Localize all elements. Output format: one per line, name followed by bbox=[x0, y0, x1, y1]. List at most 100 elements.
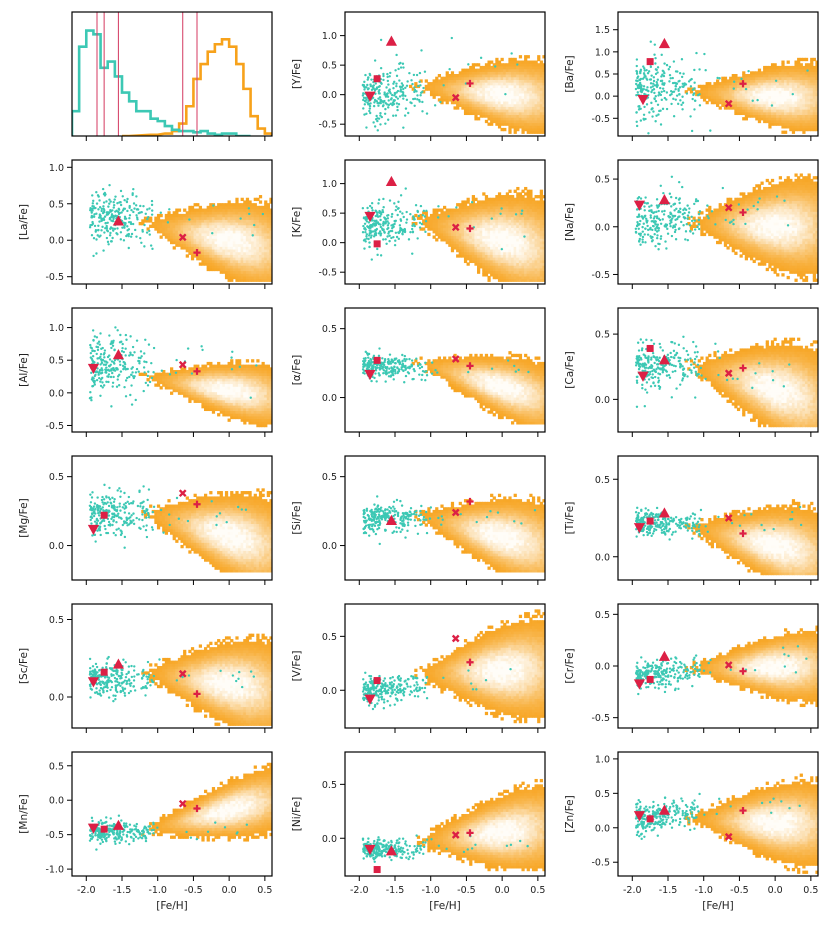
halo-star-point bbox=[149, 233, 151, 235]
halo-star-point bbox=[415, 204, 417, 206]
y-tick-label: 1.5 bbox=[595, 25, 610, 36]
halo-star-point bbox=[771, 104, 773, 106]
halo-star-point bbox=[380, 232, 382, 234]
halo-star-point bbox=[378, 199, 380, 201]
halo-star-point bbox=[381, 116, 383, 118]
halo-star-point bbox=[420, 92, 422, 94]
halo-star-point bbox=[109, 228, 111, 230]
halo-star-point bbox=[394, 244, 396, 246]
halo-star-point bbox=[416, 98, 418, 100]
halo-star-point bbox=[98, 236, 100, 238]
halo-star-point bbox=[92, 255, 94, 257]
halo-star-point bbox=[136, 218, 138, 220]
halo-star-point bbox=[670, 103, 672, 105]
halo-star-point bbox=[362, 207, 364, 209]
halo-star-point bbox=[635, 94, 637, 96]
halo-star-point bbox=[118, 208, 120, 210]
halo-star-point bbox=[650, 41, 652, 43]
halo-star-point bbox=[363, 84, 365, 86]
halo-star-point bbox=[656, 81, 658, 83]
halo-star-point bbox=[640, 78, 642, 80]
halo-star-point bbox=[393, 223, 395, 225]
halo-star-point bbox=[109, 234, 111, 236]
halo-star-point bbox=[395, 85, 397, 87]
disk-density-cell bbox=[527, 55, 530, 58]
halo-star-point bbox=[151, 204, 153, 206]
halo-star-point bbox=[379, 219, 381, 221]
halo-star-point bbox=[409, 213, 411, 215]
halo-star-point bbox=[677, 90, 679, 92]
halo-star-point bbox=[480, 57, 482, 59]
halo-star-point bbox=[792, 93, 794, 95]
halo-star-point bbox=[384, 108, 386, 110]
panel-kfe: -0.50.00.51.0[K/Fe] bbox=[291, 160, 546, 289]
halo-star-point bbox=[394, 69, 396, 71]
halo-star-point bbox=[693, 92, 695, 94]
halo-star-point bbox=[471, 201, 473, 203]
halo-star-point bbox=[168, 208, 170, 210]
halo-star-point bbox=[643, 118, 645, 120]
halo-star-point bbox=[391, 216, 393, 218]
halo-star-point bbox=[379, 112, 381, 114]
halo-star-point bbox=[400, 66, 402, 68]
halo-star-point bbox=[116, 202, 118, 204]
halo-star-point bbox=[387, 83, 389, 85]
halo-star-point bbox=[126, 225, 128, 227]
halo-star-point bbox=[504, 93, 506, 95]
halo-star-point bbox=[657, 94, 659, 96]
halo-star-point bbox=[89, 224, 91, 226]
halo-star-point bbox=[99, 206, 101, 208]
halo-star-point bbox=[95, 230, 97, 232]
halo-star-point bbox=[108, 184, 110, 186]
halo-star-point bbox=[108, 203, 110, 205]
halo-star-point bbox=[676, 94, 678, 96]
halo-star-point bbox=[150, 244, 152, 246]
halo-star-point bbox=[402, 126, 404, 128]
halo-star-point bbox=[364, 74, 366, 76]
halo-star-point bbox=[100, 229, 102, 231]
halo-star-point bbox=[103, 201, 105, 203]
halo-star-point bbox=[384, 122, 386, 124]
y-tick-label: 1.0 bbox=[322, 31, 337, 42]
halo-star-point bbox=[151, 213, 153, 215]
halo-star-point bbox=[669, 77, 671, 79]
halo-star-point bbox=[378, 92, 380, 94]
halo-star-point bbox=[151, 248, 153, 250]
halo-star-point bbox=[387, 227, 389, 229]
halo-star-point bbox=[394, 240, 396, 242]
histogram-frame bbox=[72, 12, 272, 136]
halo-star-point bbox=[388, 240, 390, 242]
halo-star-point bbox=[439, 101, 441, 103]
halo-star-point bbox=[662, 87, 664, 89]
halo-star-point bbox=[668, 68, 670, 70]
halo-star-point bbox=[384, 217, 386, 219]
halo-star-point bbox=[376, 100, 378, 102]
halo-star-point bbox=[680, 104, 682, 106]
halo-star-point bbox=[384, 221, 386, 223]
halo-star-point bbox=[365, 235, 367, 237]
halo-star-point bbox=[398, 79, 400, 81]
halo-star-point bbox=[394, 220, 396, 222]
halo-star-point bbox=[370, 78, 372, 80]
halo-star-point bbox=[366, 101, 368, 103]
halo-star-point bbox=[391, 213, 393, 215]
halo-star-point bbox=[393, 202, 395, 204]
halo-star-point bbox=[126, 201, 128, 203]
halo-star-point bbox=[364, 217, 366, 219]
halo-star-point bbox=[660, 123, 662, 125]
halo-star-point bbox=[91, 234, 93, 236]
halo-star-point bbox=[752, 100, 754, 102]
halo-star-point bbox=[103, 231, 105, 233]
halo-star-point bbox=[638, 108, 640, 110]
halo-star-point bbox=[661, 91, 663, 93]
halo-star-point bbox=[135, 214, 137, 216]
halo-star-point bbox=[365, 113, 367, 115]
halo-star-point bbox=[678, 93, 680, 95]
halo-star-point bbox=[410, 102, 412, 104]
halo-star-point bbox=[681, 58, 683, 60]
halo-star-point bbox=[424, 71, 426, 73]
halo-star-point bbox=[400, 87, 402, 89]
halo-star-point bbox=[637, 91, 639, 93]
